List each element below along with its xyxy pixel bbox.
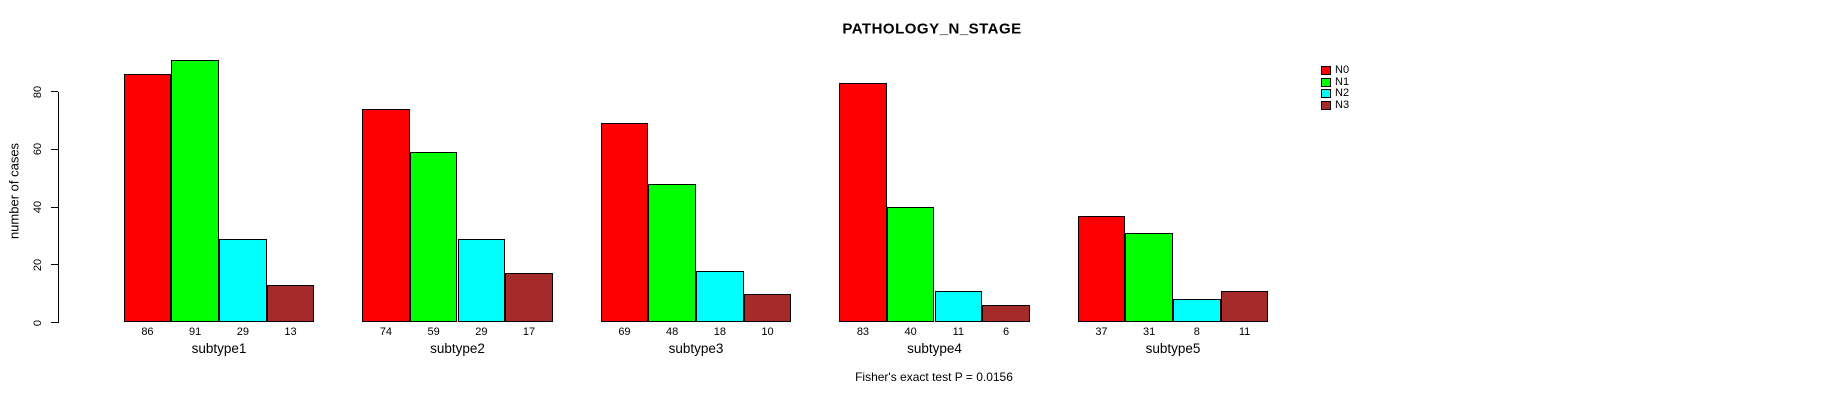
- legend-row-n2: N2: [1321, 88, 1349, 100]
- caption-text: Fisher's exact test P = 0.0156: [855, 370, 1013, 384]
- bar-n0-subtype3: [600, 123, 649, 323]
- bar-n1-subtype5: [1125, 233, 1173, 323]
- legend-label-n0: N0: [1335, 64, 1350, 77]
- bar-value-label: 31: [1143, 326, 1156, 338]
- bar-n1-subtype1: [171, 59, 219, 323]
- legend-swatch-n2: [1321, 89, 1331, 99]
- bar-n0-subtype5: [1077, 215, 1126, 323]
- y-tick-mark: [50, 91, 58, 93]
- bar-value-label: 74: [379, 326, 393, 338]
- bar-value-label: 29: [475, 326, 488, 338]
- bar-n2-subtype2: [457, 238, 506, 323]
- legend-row-n0: N0: [1321, 65, 1349, 77]
- bar-value-label: 13: [284, 326, 297, 338]
- y-axis-label: number of cases: [6, 142, 22, 240]
- bar-n3-subtype2: [505, 273, 553, 323]
- bar-value-label: 17: [522, 326, 536, 338]
- bar-value-label: 86: [141, 326, 154, 338]
- bar-value-label: 8: [1193, 326, 1200, 338]
- y-tick-mark: [50, 322, 58, 323]
- bar-n2-subtype1: [219, 238, 267, 323]
- y-tick-label: 40: [32, 200, 44, 214]
- bar-value-label: 40: [904, 326, 917, 338]
- bar-value-label: 83: [856, 326, 870, 338]
- bar-n2-subtype4: [934, 290, 983, 323]
- bar-value-label: 11: [952, 326, 965, 338]
- chart-title: PATHOLOGY_N_STAGE: [842, 20, 1022, 38]
- bar-n2-subtype3: [696, 270, 744, 323]
- legend-swatch-n3: [1321, 101, 1331, 111]
- bar-value-label: 18: [713, 326, 726, 338]
- legend-swatch-n0: [1321, 66, 1331, 76]
- y-tick-label: 60: [32, 143, 44, 156]
- bar-value-label: 59: [427, 326, 440, 338]
- legend-swatch-n1: [1321, 77, 1331, 87]
- legend-label-n3: N3: [1335, 99, 1350, 112]
- y-tick-mark: [50, 264, 58, 266]
- bar-n1-subtype3: [648, 184, 696, 323]
- bar-n1-subtype2: [409, 152, 458, 323]
- bar-n2-subtype5: [1173, 299, 1221, 323]
- bar-value-label: 69: [618, 326, 631, 338]
- legend-row-n3: N3: [1321, 100, 1349, 112]
- bar-value-label: 48: [666, 326, 679, 338]
- category-label-subtype5: subtype5: [1145, 341, 1201, 356]
- bar-value-label: 29: [236, 326, 249, 338]
- category-label-subtype4: subtype4: [907, 341, 962, 356]
- y-axis-line: [57, 91, 59, 324]
- bar-n0-subtype1: [123, 74, 172, 323]
- bar-n3-subtype3: [743, 293, 792, 323]
- bar-n0-subtype4: [839, 83, 887, 323]
- legend: N0 N1 N2 N3: [1321, 65, 1349, 111]
- legend-label-n2: N2: [1335, 87, 1350, 100]
- bar-value-label: 10: [761, 326, 774, 338]
- bar-n3-subtype4: [982, 305, 1030, 323]
- bar-value-label: 37: [1095, 326, 1108, 338]
- legend-row-n1: N1: [1321, 75, 1350, 89]
- y-tick-mark: [50, 148, 58, 150]
- y-tick-label: 0: [32, 319, 44, 326]
- bar-n3-subtype5: [1220, 290, 1269, 323]
- y-tick-label: 20: [32, 258, 44, 271]
- legend-label-n1: N1: [1335, 75, 1350, 88]
- category-label-subtype1: subtype1: [191, 341, 247, 356]
- bar-value-label: 11: [1238, 326, 1251, 338]
- bar-n3-subtype1: [266, 284, 315, 323]
- category-label-subtype3: subtype3: [668, 341, 724, 356]
- bar-value-label: 91: [189, 326, 202, 338]
- bar-n1-subtype4: [886, 207, 935, 323]
- category-label-subtype2: subtype2: [430, 341, 485, 356]
- bar-value-label: 6: [1002, 326, 1010, 338]
- y-tick-mark: [50, 206, 58, 208]
- y-tick-label: 80: [32, 85, 44, 98]
- bar-n0-subtype2: [362, 109, 410, 323]
